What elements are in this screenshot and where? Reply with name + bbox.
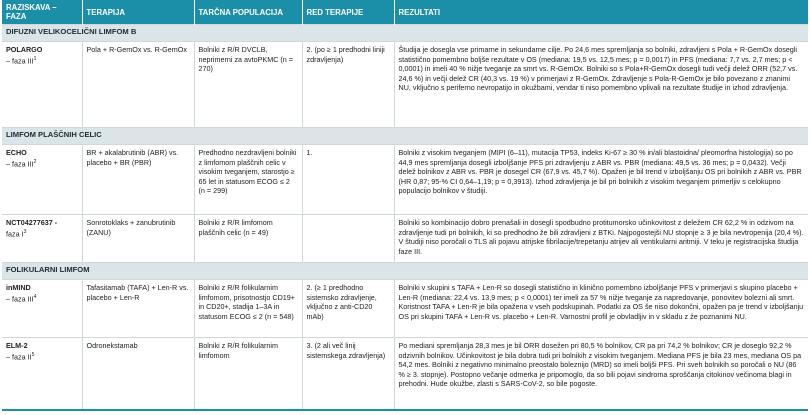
- reference-number: 3: [23, 228, 27, 235]
- phase-text: – faza III: [6, 55, 34, 65]
- line-cell: 2. (po ≥ 1 predhodni liniji zdravljenja): [302, 41, 395, 128]
- population-cell: Bolniki z R/R folikularnim limfomom: [194, 337, 303, 411]
- study-phase: – faza III2: [6, 158, 78, 169]
- header-line: RED TERAPIJE: [302, 0, 395, 25]
- study-cell: ECHO – faza III2: [2, 144, 83, 215]
- study-cell: ELM-2 – faza II5: [2, 337, 83, 411]
- phase-text: – faza III: [6, 158, 34, 168]
- reference-number: 1: [33, 55, 37, 62]
- results-cell: Študija je dosegla vse primarne in sekun…: [394, 41, 808, 128]
- section-row: DIFUZNI VELIKOCELIČNI LIMFOM B: [2, 24, 808, 42]
- table-row: POLARGO – faza III1 Pola + R-GemOx vs. R…: [2, 41, 808, 128]
- study-cell: POLARGO – faza III1: [2, 41, 83, 128]
- section-title-fl: FOLIKULARNI LIMFOM: [2, 262, 808, 280]
- table-row: NCT04277637 - faza I3 Sonrotoklaks + zan…: [2, 214, 808, 263]
- reference-number: 4: [33, 293, 37, 300]
- study-phase: faza I3: [6, 228, 78, 239]
- reference-number: 5: [31, 351, 35, 358]
- line-cell: 2. (≥ 1 predhodno sistemsko zdravljenje,…: [302, 279, 395, 338]
- results-cell: Bolniki so kombinacijo dobro prenašali i…: [394, 214, 808, 263]
- study-name: inMIND: [6, 283, 31, 292]
- header-therapy: TERAPIJA: [82, 0, 195, 25]
- study-phase: – faza III1: [6, 55, 78, 66]
- study-cell: inMIND – faza III4: [2, 279, 83, 338]
- section-row: FOLIKULARNI LIMFOM: [2, 262, 808, 280]
- table-row: inMIND – faza III4 Tafasitamab (TAFA) + …: [2, 279, 808, 338]
- results-cell: Po mediani spremljanja 28,3 mes je bil O…: [394, 337, 808, 411]
- section-title-mcl: LIMFOM PLAŠČNIH CELIC: [2, 127, 808, 145]
- study-phase: – faza II5: [6, 351, 78, 362]
- table-row: ECHO – faza III2 BR + akalabrutinib (ABR…: [2, 144, 808, 215]
- study-phase: – faza III4: [6, 293, 78, 304]
- population-cell: Bolniki z R/R DVCLB, neprimerni za avtoP…: [194, 41, 303, 128]
- header-results: REZULTATI: [394, 0, 808, 25]
- therapy-cell: Tafasitamab (TAFA) + Len-R vs. placebo +…: [82, 279, 195, 338]
- results-cell: Bolniki z visokim tveganjem (MIPI (6–11)…: [394, 144, 808, 215]
- therapy-cell: BR + akalabrutinib (ABR) vs. placebo + B…: [82, 144, 195, 215]
- line-cell: 1.: [302, 144, 395, 215]
- population-cell: Bolniki z R/R folikularnim limfomom, pri…: [194, 279, 303, 338]
- section-title-dvclb: DIFUZNI VELIKOCELIČNI LIMFOM B: [2, 24, 808, 42]
- study-name: ELM-2: [6, 341, 28, 350]
- study-name: ECHO: [6, 148, 27, 157]
- section-row: LIMFOM PLAŠČNIH CELIC: [2, 127, 808, 145]
- therapy-cell: Sonrotoklaks + zanubrutinib (ZANU): [82, 214, 195, 263]
- line-cell: 3. (2 ali več linij sistemskega zdravlje…: [302, 337, 395, 411]
- line-cell: [302, 214, 395, 263]
- therapy-cell: Odronekstamab: [82, 337, 195, 411]
- study-name: NCT04277637 -: [6, 218, 58, 227]
- phase-text: – faza III: [6, 293, 34, 303]
- header-population: TARČNA POPULACIJA: [194, 0, 303, 25]
- population-cell: Predhodno nezdravljeni bolniki z limfomo…: [194, 144, 303, 215]
- table-header-row: RAZISKAVA – FAZA TERAPIJA TARČNA POPULAC…: [2, 0, 808, 25]
- header-study: RAZISKAVA – FAZA: [2, 0, 83, 25]
- study-cell: NCT04277637 - faza I3: [2, 214, 83, 263]
- therapy-cell: Pola + R-GemOx vs. R-GemOx: [82, 41, 195, 128]
- phase-text: – faza II: [6, 351, 32, 361]
- results-cell: Bolniki v skupini s TAFA + Len-R so dose…: [394, 279, 808, 338]
- table-row: ELM-2 – faza II5 Odronekstamab Bolniki z…: [2, 337, 808, 411]
- population-cell: Bolniki z R/R limfomom plaščnih celic (n…: [194, 214, 303, 263]
- reference-number: 2: [33, 158, 37, 165]
- phase-text: faza I: [6, 228, 24, 238]
- study-name: POLARGO: [6, 45, 43, 54]
